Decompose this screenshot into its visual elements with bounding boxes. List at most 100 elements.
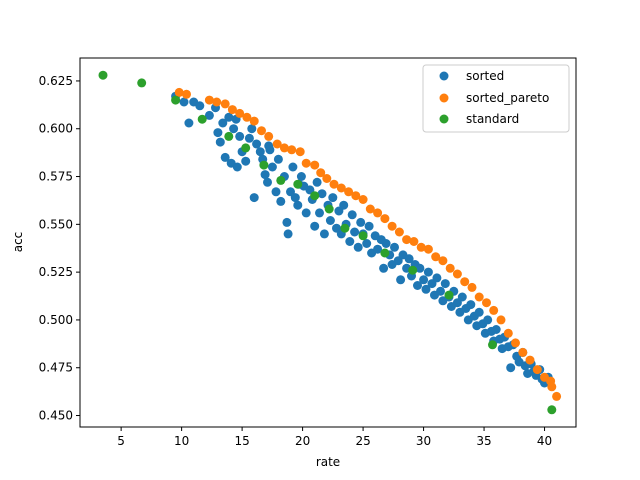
data-point [440,279,450,289]
data-point [552,391,562,401]
data-point [301,158,311,168]
data-point [373,208,383,218]
axes: 5 10 15 20 25 30 35 40 0.450 0.475 0.500 0.525 0.550… [39,57,577,448]
data-point [345,237,355,246]
data-point [511,338,520,348]
data-point [312,177,322,187]
data-point [394,227,404,237]
axes-frame [79,57,577,428]
data-point [466,300,476,310]
data-point [98,70,108,80]
data-point [390,242,399,252]
data-point [396,275,406,285]
data-point [409,237,419,246]
data-point [282,217,292,227]
data-point [212,97,222,107]
data-point [213,128,223,138]
data-point [358,195,368,204]
data-point [482,298,491,308]
data-point [419,275,429,285]
data-point [263,177,272,187]
data-point [264,141,274,151]
data-point [195,101,205,111]
y-tick-label: 0.500 [39,313,73,327]
series-sorted [171,91,553,388]
data-point [415,263,425,273]
data-point [436,286,445,296]
data-point [273,154,283,164]
x-tick-label: 25 [355,434,370,448]
data-point [380,214,390,224]
data-point [257,126,266,136]
data-point [247,124,257,134]
data-point [244,133,254,143]
x-tick-label: 15 [234,434,249,448]
series-standard [98,70,557,415]
data-point [351,191,361,201]
data-point [379,263,389,273]
x-tick-label: 20 [295,434,310,448]
x-axis-label: rate [316,455,340,469]
data-point [457,292,467,302]
data-point [362,239,372,248]
data-point [416,242,426,252]
data-point [235,131,245,141]
legend: sorted sorted_pareto standard [422,64,570,133]
data-point [496,315,506,325]
y-tick-label: 0.600 [39,122,73,136]
data-point [340,223,350,233]
data-point [460,277,470,287]
data-point [241,143,251,153]
y-tick-label: 0.475 [39,361,73,375]
data-point [387,221,397,231]
data-point [350,227,360,237]
data-point [215,137,225,147]
y-tick-label: 0.450 [39,409,73,423]
data-point [483,315,493,325]
data-point [293,200,303,210]
data-point [267,162,277,172]
data-point [264,131,274,141]
data-point [408,265,418,275]
data-point [474,292,484,302]
plot-area [98,70,562,415]
legend-label-sorted-pareto: sorted_pareto [466,91,549,105]
legend-box [422,64,570,133]
data-point [316,168,326,178]
data-point [467,282,477,292]
data-point [322,174,332,183]
data-point [325,216,335,225]
y-tick-label: 0.625 [39,74,73,88]
data-point [249,116,259,126]
data-point [423,244,433,254]
data-point [491,325,501,334]
data-point [315,208,324,218]
data-point [452,269,462,279]
data-point [329,179,339,189]
data-point [402,235,412,245]
data-point [413,281,422,290]
data-point [283,229,293,239]
data-point [525,355,535,365]
data-point [347,210,357,220]
data-point [252,139,262,149]
data-point [174,87,184,97]
data-point [310,191,320,201]
data-point [224,131,234,141]
data-point [432,273,442,283]
data-point [404,254,414,264]
data-point [276,175,286,185]
data-point [293,179,303,189]
data-point [532,365,542,375]
data-point [364,221,374,231]
data-point [310,160,320,170]
series-sorted-pareto [174,87,562,401]
data-point [182,89,191,99]
data-point [184,118,194,128]
data-point [423,267,433,277]
data-point [301,208,311,218]
data-point [249,193,259,203]
data-point [218,118,228,128]
data-point [276,196,286,206]
